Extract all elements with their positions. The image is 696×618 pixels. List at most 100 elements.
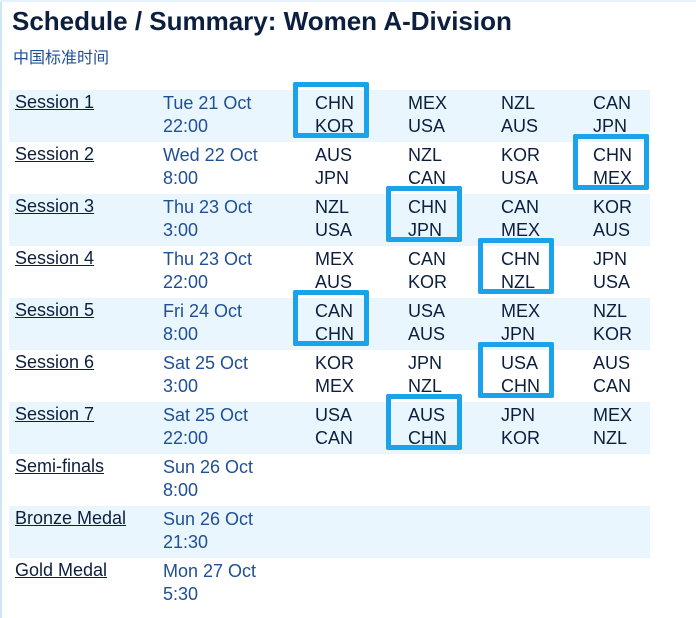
match-cell: AUS CHN [394, 404, 478, 450]
session-link[interactable]: Bronze Medal [15, 508, 127, 528]
session-time: 8:00 [163, 324, 199, 344]
session-date: Mon 27 Oct [163, 561, 257, 581]
match-cell: CAN JPN [579, 92, 663, 138]
table-row: Session 6 Sat 25 Oct 3:00 KOR MEX JPN NZL USA CH… [9, 342, 650, 402]
team-home: MEX [593, 405, 633, 425]
team-away: CHN [315, 324, 354, 344]
team-away: AUS [408, 324, 446, 344]
team-away: USA [501, 168, 539, 188]
team-home: CAN [315, 301, 354, 321]
match-cell: KOR MEX [301, 352, 385, 398]
table-row: Session 5 Fri 24 Oct 8:00 CAN CHN USA AUS MEX JP… [9, 290, 650, 350]
match-cell: MEX NZL [579, 404, 663, 450]
session-link[interactable]: Semi-finals [15, 456, 105, 476]
table-row: Semi-finals Sun 26 Oct 8:00 [9, 454, 650, 506]
team-away: JPN [315, 168, 350, 188]
team-away: USA [408, 116, 446, 136]
match-cell: NZL USA [301, 196, 385, 242]
session-link[interactable]: Session 3 [15, 196, 95, 216]
match-cell: MEX AUS [301, 248, 385, 294]
page-title: Schedule / Summary: Women A-Division [12, 6, 512, 36]
team-home: AUS [593, 353, 631, 373]
team-home: KOR [315, 353, 355, 373]
team-away: KOR [501, 428, 541, 448]
session-datetime: Thu 23 Oct 3:00 [163, 196, 252, 242]
session-datetime: Sun 26 Oct 8:00 [163, 456, 253, 502]
team-home: KOR [501, 145, 541, 165]
team-away: CHN [501, 376, 540, 396]
match-cell: AUS CAN [579, 352, 663, 398]
match-cell: KOR AUS [579, 196, 663, 242]
session-time: 8:00 [163, 168, 199, 188]
team-away: MEX [315, 376, 355, 396]
session-date: Thu 23 Oct [163, 197, 253, 217]
session-datetime: Sun 26 Oct 21:30 [163, 508, 253, 554]
match-cell: CAN KOR [394, 248, 478, 294]
table-row: Gold Medal Mon 27 Oct 5:30 [9, 558, 650, 610]
team-home: JPN [593, 249, 628, 269]
session-time: 22:00 [163, 272, 209, 292]
team-away: MEX [501, 220, 541, 240]
team-home: KOR [593, 197, 633, 217]
match-cell: NZL CAN [394, 144, 478, 190]
match-cell: USA AUS [394, 300, 478, 346]
session-link[interactable]: Session 4 [15, 248, 95, 268]
session-datetime: Sat 25 Oct 3:00 [163, 352, 248, 398]
session-date: Fri 24 Oct [163, 301, 243, 321]
team-home: USA [501, 353, 539, 373]
table-row: Session 1 Tue 21 Oct 22:00 CHN KOR MEX USA NZL A… [9, 82, 650, 142]
match-cell: JPN USA [579, 248, 663, 294]
team-away: CAN [315, 428, 354, 448]
team-home: CHN [501, 249, 540, 269]
session-link[interactable]: Session 5 [15, 300, 95, 320]
team-home: JPN [501, 405, 536, 425]
match-cell: USA CAN [301, 404, 385, 450]
team-home: USA [315, 405, 353, 425]
match-cell: JPN NZL [394, 352, 478, 398]
team-away: CAN [408, 168, 447, 188]
session-link[interactable]: Session 2 [15, 144, 95, 164]
session-link[interactable]: Session 7 [15, 404, 95, 424]
team-away: CAN [593, 376, 632, 396]
team-home: CAN [408, 249, 447, 269]
match-cell: CAN MEX [487, 196, 571, 242]
session-time: 8:00 [163, 480, 199, 500]
team-away: CHN [408, 428, 447, 448]
match-cell: CHN NZL [487, 248, 571, 294]
team-home: CAN [593, 93, 632, 113]
session-date: Wed 22 Oct [163, 145, 258, 165]
session-link[interactable]: Session 6 [15, 352, 95, 372]
team-away: JPN [593, 116, 628, 136]
session-time: 5:30 [163, 584, 199, 604]
session-date: Sat 25 Oct [163, 405, 249, 425]
team-home: JPN [408, 353, 443, 373]
team-home: MEX [315, 249, 355, 269]
team-away: USA [315, 220, 353, 240]
match-cell: NZL KOR [579, 300, 663, 346]
session-time: 22:00 [163, 116, 209, 136]
team-home: NZL [501, 93, 536, 113]
session-link[interactable]: Gold Medal [15, 560, 108, 580]
team-home: NZL [408, 145, 443, 165]
team-away: NZL [408, 376, 443, 396]
team-home: NZL [593, 301, 628, 321]
table-row: Session 4 Thu 23 Oct 22:00 MEX AUS CAN KOR CHN N… [9, 238, 650, 298]
team-away: JPN [501, 324, 536, 344]
team-away: NZL [501, 272, 536, 292]
session-time: 3:00 [163, 376, 199, 396]
session-datetime: Tue 21 Oct 22:00 [163, 92, 251, 138]
team-away: MEX [593, 168, 633, 188]
page-frame-left [0, 0, 2, 618]
team-home: CHN [315, 93, 354, 113]
session-date: Thu 23 Oct [163, 249, 253, 269]
session-datetime: Sat 25 Oct 22:00 [163, 404, 248, 450]
match-cell: MEX JPN [487, 300, 571, 346]
match-cell: KOR USA [487, 144, 571, 190]
match-cell: CHN KOR [301, 92, 385, 138]
session-link[interactable]: Session 1 [15, 92, 95, 112]
team-home: CHN [408, 197, 447, 217]
session-time: 21:30 [163, 532, 209, 552]
match-cell: AUS JPN [301, 144, 385, 190]
timezone-label: 中国标准时间 [13, 50, 110, 67]
team-away: KOR [593, 324, 633, 344]
